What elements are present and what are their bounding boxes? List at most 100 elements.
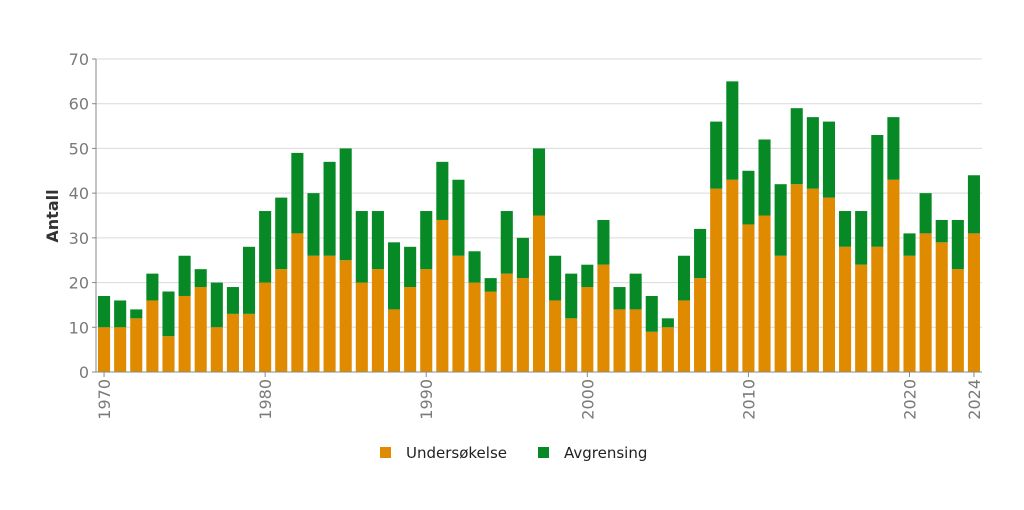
bar-segment-undersøkelse — [98, 327, 111, 372]
bar-segment-undersøkelse — [597, 264, 610, 372]
x-tick-label: 2024 — [965, 379, 984, 420]
bar-segment-undersøkelse — [452, 255, 465, 372]
bar-segment-avgrensing — [597, 219, 610, 265]
bar-segment-avgrensing — [516, 237, 529, 279]
bar-segment-avgrensing — [549, 255, 562, 301]
bar-segment-undersøkelse — [645, 331, 658, 372]
bar-segment-undersøkelse — [855, 264, 868, 372]
y-tick-label: 30 — [69, 229, 89, 248]
bar-segment-undersøkelse — [710, 188, 723, 372]
bar-segment-avgrensing — [694, 228, 707, 279]
bar-segment-avgrensing — [404, 246, 417, 288]
bar-segment-avgrensing — [581, 264, 594, 288]
bar-segment-avgrensing — [613, 287, 626, 310]
bar-segment-undersøkelse — [726, 179, 739, 372]
bar-segment-avgrensing — [468, 251, 481, 283]
axes — [95, 59, 982, 373]
bar-segment-avgrensing — [194, 269, 207, 288]
bar-segment-undersøkelse — [259, 282, 272, 372]
bar-segment-avgrensing — [532, 148, 546, 216]
bar-segment-avgrensing — [291, 152, 304, 234]
bar-segment-avgrensing — [871, 135, 884, 247]
bar-segment-avgrensing — [484, 278, 497, 292]
bar-segment-avgrensing — [629, 273, 642, 310]
x-tick-label: 2000 — [578, 379, 597, 420]
y-tick-label: 0 — [79, 363, 89, 382]
bar-segment-avgrensing — [339, 148, 352, 261]
bar-segment-undersøkelse — [355, 282, 368, 372]
bar-segment-undersøkelse — [951, 269, 964, 372]
y-tick-labels: 0 10 20 30 40 50 60 70 — [69, 50, 96, 382]
bar-segment-undersøkelse — [549, 300, 562, 372]
x-tick-labels: 1970 1980 1990 2000 2010 2020 2024 — [95, 372, 984, 420]
legend: Undersøkelse Avgrensing — [380, 444, 647, 462]
bar-segment-undersøkelse — [758, 215, 771, 372]
bar-segment-undersøkelse — [516, 278, 529, 372]
bar-segment-undersøkelse — [307, 255, 320, 372]
legend-label: Avgrensing — [564, 444, 647, 462]
bar-segment-avgrensing — [259, 211, 272, 283]
bar-segment-avgrensing — [162, 291, 175, 337]
bar-segment-avgrensing — [935, 219, 948, 243]
bar-segment-avgrensing — [967, 175, 980, 234]
bar-segment-undersøkelse — [162, 336, 175, 372]
bar-segment-avgrensing — [565, 273, 578, 319]
bar-segment-undersøkelse — [742, 224, 755, 372]
x-tick-label: 2020 — [901, 379, 920, 420]
bar-segment-avgrensing — [774, 184, 787, 256]
bar-segment-avgrensing — [645, 295, 658, 332]
bar-segment-undersøkelse — [323, 255, 336, 372]
bar-segment-avgrensing — [742, 170, 755, 225]
bar-segment-undersøkelse — [903, 255, 916, 372]
bar-segment-undersøkelse — [500, 273, 513, 372]
bar-segment-avgrensing — [436, 161, 449, 220]
bar-segment-undersøkelse — [887, 179, 900, 372]
bar-segment-undersøkelse — [661, 327, 674, 372]
bar-segment-undersøkelse — [114, 327, 127, 372]
bar-segment-undersøkelse — [226, 313, 239, 372]
bar-segment-avgrensing — [130, 309, 143, 319]
bar-segment-avgrensing — [387, 242, 401, 310]
bar-segment-undersøkelse — [967, 233, 980, 372]
bar-segment-avgrensing — [919, 193, 932, 234]
bar-segment-undersøkelse — [130, 318, 143, 372]
bar-segment-undersøkelse — [694, 278, 707, 372]
bar-segment-undersøkelse — [275, 269, 288, 372]
bar-segment-undersøkelse — [629, 309, 642, 372]
bar-segment-avgrensing — [420, 211, 433, 270]
bar-segment-undersøkelse — [871, 246, 884, 372]
y-tick-label: 70 — [69, 50, 89, 69]
bar-segment-undersøkelse — [420, 269, 433, 372]
bar-segment-avgrensing — [114, 300, 127, 328]
bar-segment-avgrensing — [758, 139, 771, 216]
bar-segment-undersøkelse — [210, 327, 223, 372]
bar-segment-undersøkelse — [243, 313, 256, 372]
y-tick-label: 60 — [69, 95, 89, 114]
bars — [98, 81, 980, 372]
bar-segment-undersøkelse — [774, 255, 787, 372]
bar-segment-undersøkelse — [484, 291, 497, 372]
bar-segment-undersøkelse — [194, 287, 207, 372]
bar-segment-undersøkelse — [291, 233, 304, 372]
bar-segment-avgrensing — [903, 233, 916, 256]
y-tick-label: 40 — [69, 184, 89, 203]
bar-segment-avgrensing — [178, 255, 191, 296]
bar-segment-undersøkelse — [146, 300, 159, 372]
bar-segment-avgrensing — [726, 81, 739, 180]
y-tick-label: 50 — [69, 139, 89, 158]
bar-segment-avgrensing — [822, 121, 835, 198]
bar-segment-undersøkelse — [613, 309, 626, 372]
bar-segment-avgrensing — [243, 246, 256, 314]
legend-swatch — [538, 447, 549, 458]
bar-segment-avgrensing — [790, 108, 803, 185]
bar-segment-undersøkelse — [371, 269, 384, 372]
bar-segment-avgrensing — [226, 287, 239, 314]
bar-segment-avgrensing — [210, 282, 223, 328]
bar-segment-avgrensing — [500, 211, 513, 274]
bar-segment-avgrensing — [677, 255, 691, 301]
bar-segment-undersøkelse — [178, 295, 191, 372]
bar-segment-undersøkelse — [468, 282, 481, 372]
bar-segment-avgrensing — [275, 197, 288, 270]
bar-segment-avgrensing — [839, 211, 852, 247]
